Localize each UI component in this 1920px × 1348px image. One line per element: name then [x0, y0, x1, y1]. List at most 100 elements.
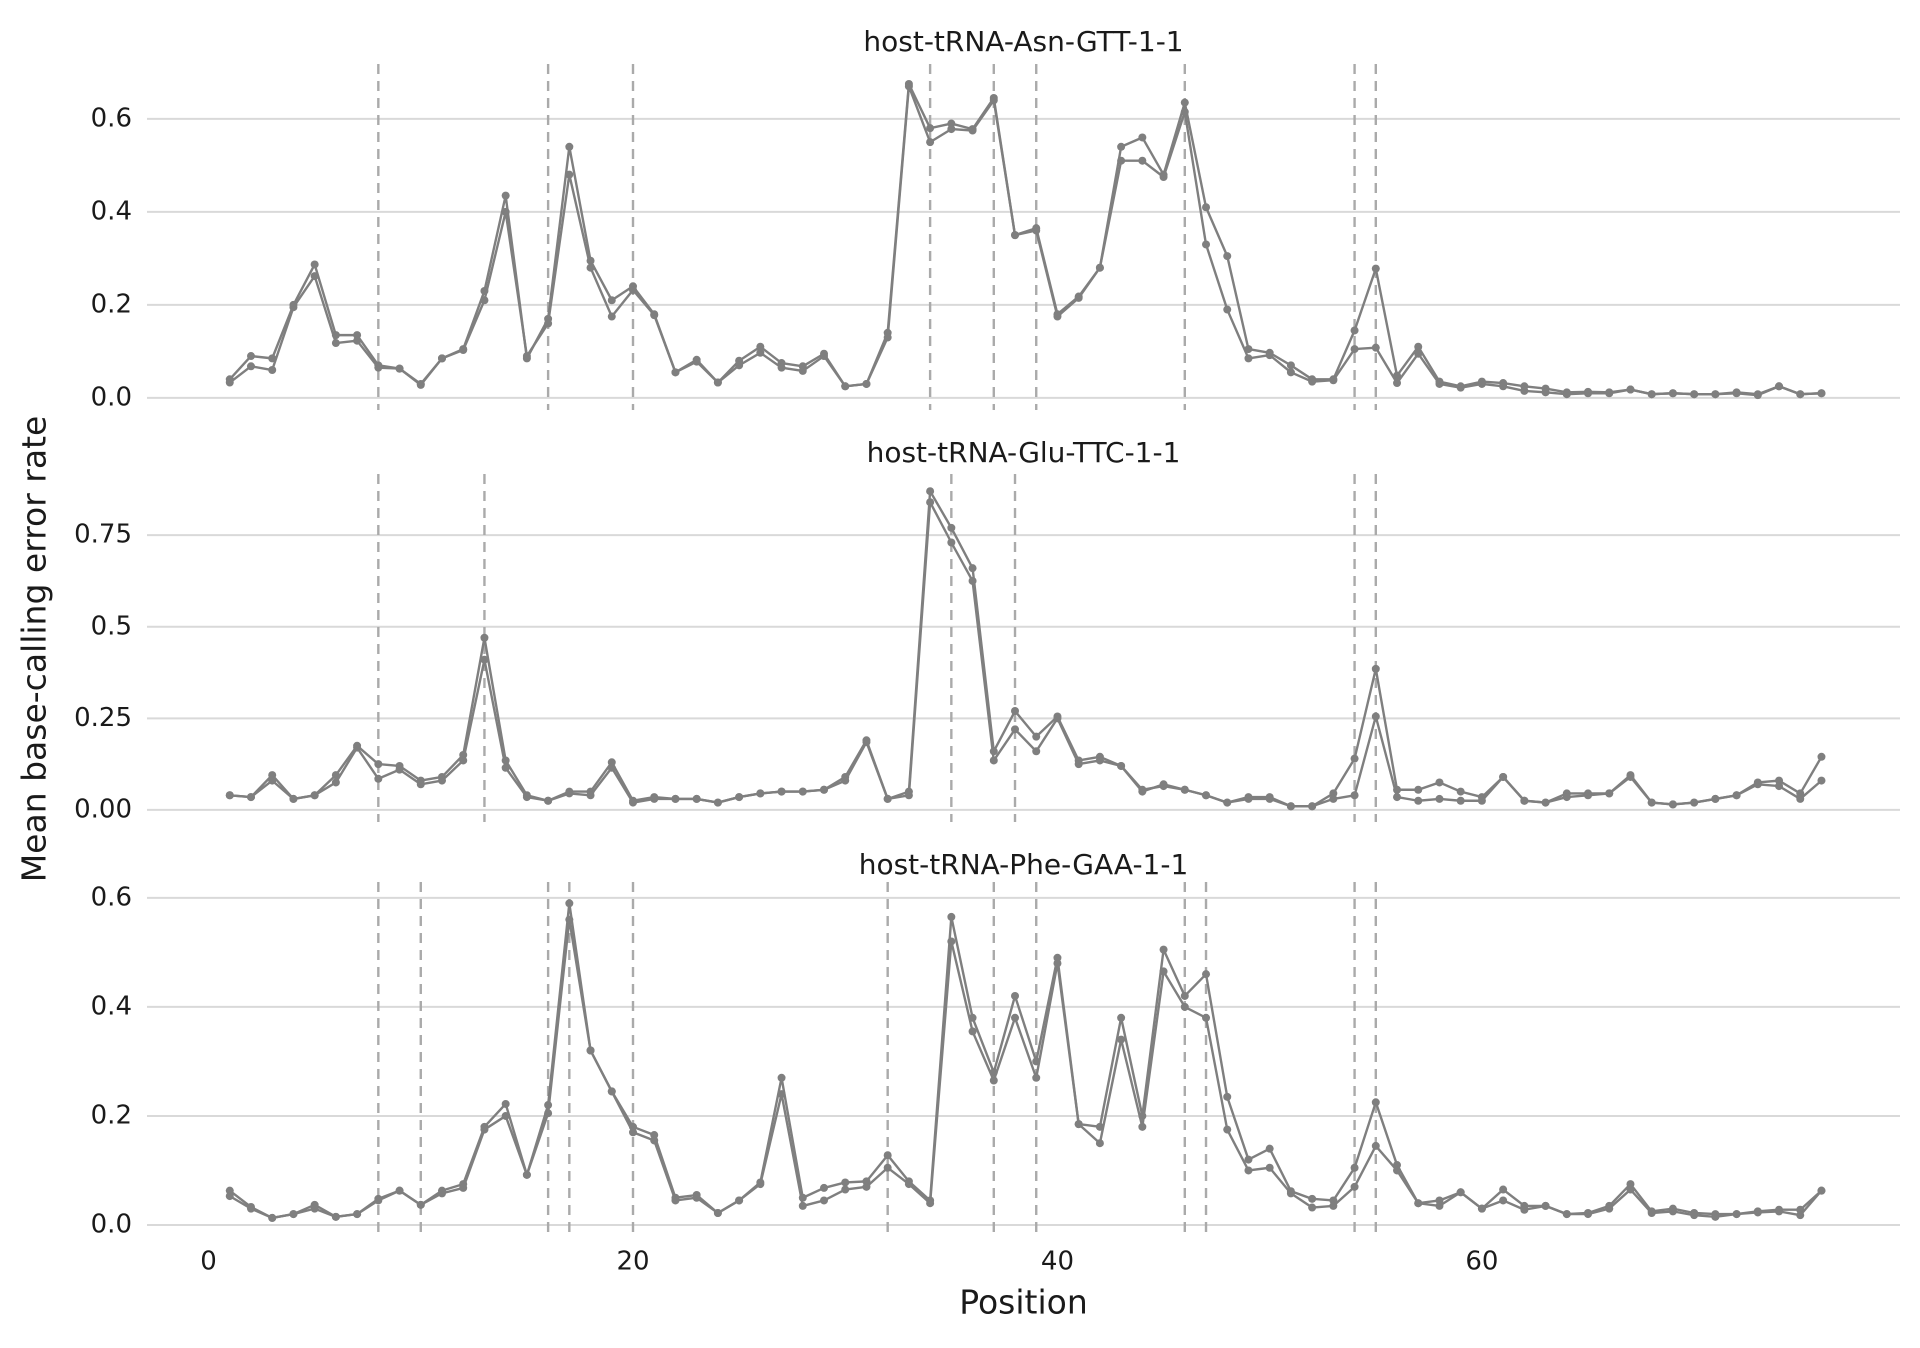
- data-point: [947, 119, 956, 128]
- data-point: [947, 538, 956, 547]
- data-point: [1584, 389, 1593, 398]
- data-point: [1520, 796, 1529, 805]
- data-point: [1138, 156, 1147, 165]
- data-point: [310, 260, 319, 269]
- data-point: [1584, 791, 1593, 800]
- data-point: [437, 1189, 446, 1198]
- data-point: [650, 1136, 659, 1145]
- data-point: [1117, 156, 1126, 165]
- data-point: [1435, 1201, 1444, 1210]
- data-point: [926, 487, 935, 496]
- data-point: [1244, 794, 1253, 803]
- data-point: [904, 1180, 913, 1189]
- data-point: [629, 798, 638, 807]
- data-point: [1074, 760, 1083, 769]
- data-point: [1753, 780, 1762, 789]
- data-point: [862, 1182, 871, 1191]
- data-point: [1371, 712, 1380, 721]
- data-point: [1202, 203, 1211, 212]
- data-point: [1329, 789, 1338, 798]
- data-point: [1817, 1186, 1826, 1195]
- y-tick-label: 0.75: [74, 520, 132, 550]
- data-point: [1350, 791, 1359, 800]
- data-point: [395, 364, 404, 373]
- data-point: [607, 296, 616, 305]
- data-point: [1202, 1013, 1211, 1022]
- data-point: [1690, 390, 1699, 399]
- data-point: [671, 794, 680, 803]
- data-point: [989, 1076, 998, 1085]
- data-point: [353, 1210, 362, 1219]
- data-point: [353, 331, 362, 340]
- y-tick-label: 0.5: [91, 611, 132, 641]
- data-point: [544, 319, 553, 328]
- data-point: [1435, 379, 1444, 388]
- data-point: [501, 207, 510, 216]
- data-point: [416, 1200, 425, 1209]
- data-point: [544, 796, 553, 805]
- y-axis-title: Mean base-calling error rate: [15, 416, 54, 883]
- data-point: [1732, 389, 1741, 398]
- data-point: [904, 791, 913, 800]
- data-point: [841, 1185, 850, 1194]
- data-point: [1053, 714, 1062, 723]
- data-point: [374, 363, 383, 372]
- data-point: [1223, 798, 1232, 807]
- data-point: [1817, 776, 1826, 785]
- data-point: [1796, 794, 1805, 803]
- data-point: [650, 311, 659, 320]
- data-point: [1308, 802, 1317, 811]
- y-tick-label: 0.2: [91, 289, 132, 319]
- data-point: [947, 912, 956, 921]
- data-point: [1393, 793, 1402, 802]
- data-point: [1562, 390, 1571, 399]
- data-point: [1371, 664, 1380, 673]
- data-point: [374, 760, 383, 769]
- data-point: [926, 498, 935, 507]
- data-point: [947, 125, 956, 134]
- data-point: [246, 352, 255, 361]
- data-point: [1711, 390, 1720, 399]
- data-point: [1117, 761, 1126, 770]
- data-point: [310, 272, 319, 281]
- data-point: [1668, 389, 1677, 398]
- data-point: [1477, 796, 1486, 805]
- data-point: [1053, 959, 1062, 968]
- y-tick-label: 0.25: [74, 703, 132, 733]
- data-point: [1202, 970, 1211, 979]
- data-point: [1202, 791, 1211, 800]
- data-point: [1350, 326, 1359, 335]
- data-point: [1626, 1185, 1635, 1194]
- data-point: [1414, 342, 1423, 351]
- data-point: [1053, 312, 1062, 321]
- data-point: [692, 357, 701, 366]
- data-point: [480, 296, 489, 305]
- data-point: [1414, 1199, 1423, 1208]
- data-point: [565, 170, 574, 179]
- data-point: [1775, 782, 1784, 791]
- data-point: [1138, 785, 1147, 794]
- data-point: [1244, 1166, 1253, 1175]
- data-point: [1329, 376, 1338, 385]
- data-point: [1032, 1073, 1041, 1082]
- data-point: [777, 1073, 786, 1082]
- x-tick-label: 60: [1465, 1247, 1498, 1277]
- data-point: [1477, 379, 1486, 388]
- data-point: [1011, 231, 1020, 240]
- data-point: [1223, 1125, 1232, 1134]
- data-point: [1138, 133, 1147, 142]
- x-tick-label: 40: [1041, 1247, 1074, 1277]
- data-point: [501, 1099, 510, 1108]
- data-point: [1329, 1201, 1338, 1210]
- data-point: [1265, 794, 1274, 803]
- data-point: [1180, 107, 1189, 116]
- data-point: [1011, 725, 1020, 734]
- data-point: [289, 303, 298, 312]
- data-point: [883, 1151, 892, 1160]
- y-tick-label: 0.00: [74, 794, 132, 824]
- data-point: [501, 763, 510, 772]
- data-point: [1562, 793, 1571, 802]
- data-point: [1244, 354, 1253, 363]
- y-tick-label: 0.2: [91, 1100, 132, 1130]
- y-tick-label: 0.0: [91, 1210, 132, 1240]
